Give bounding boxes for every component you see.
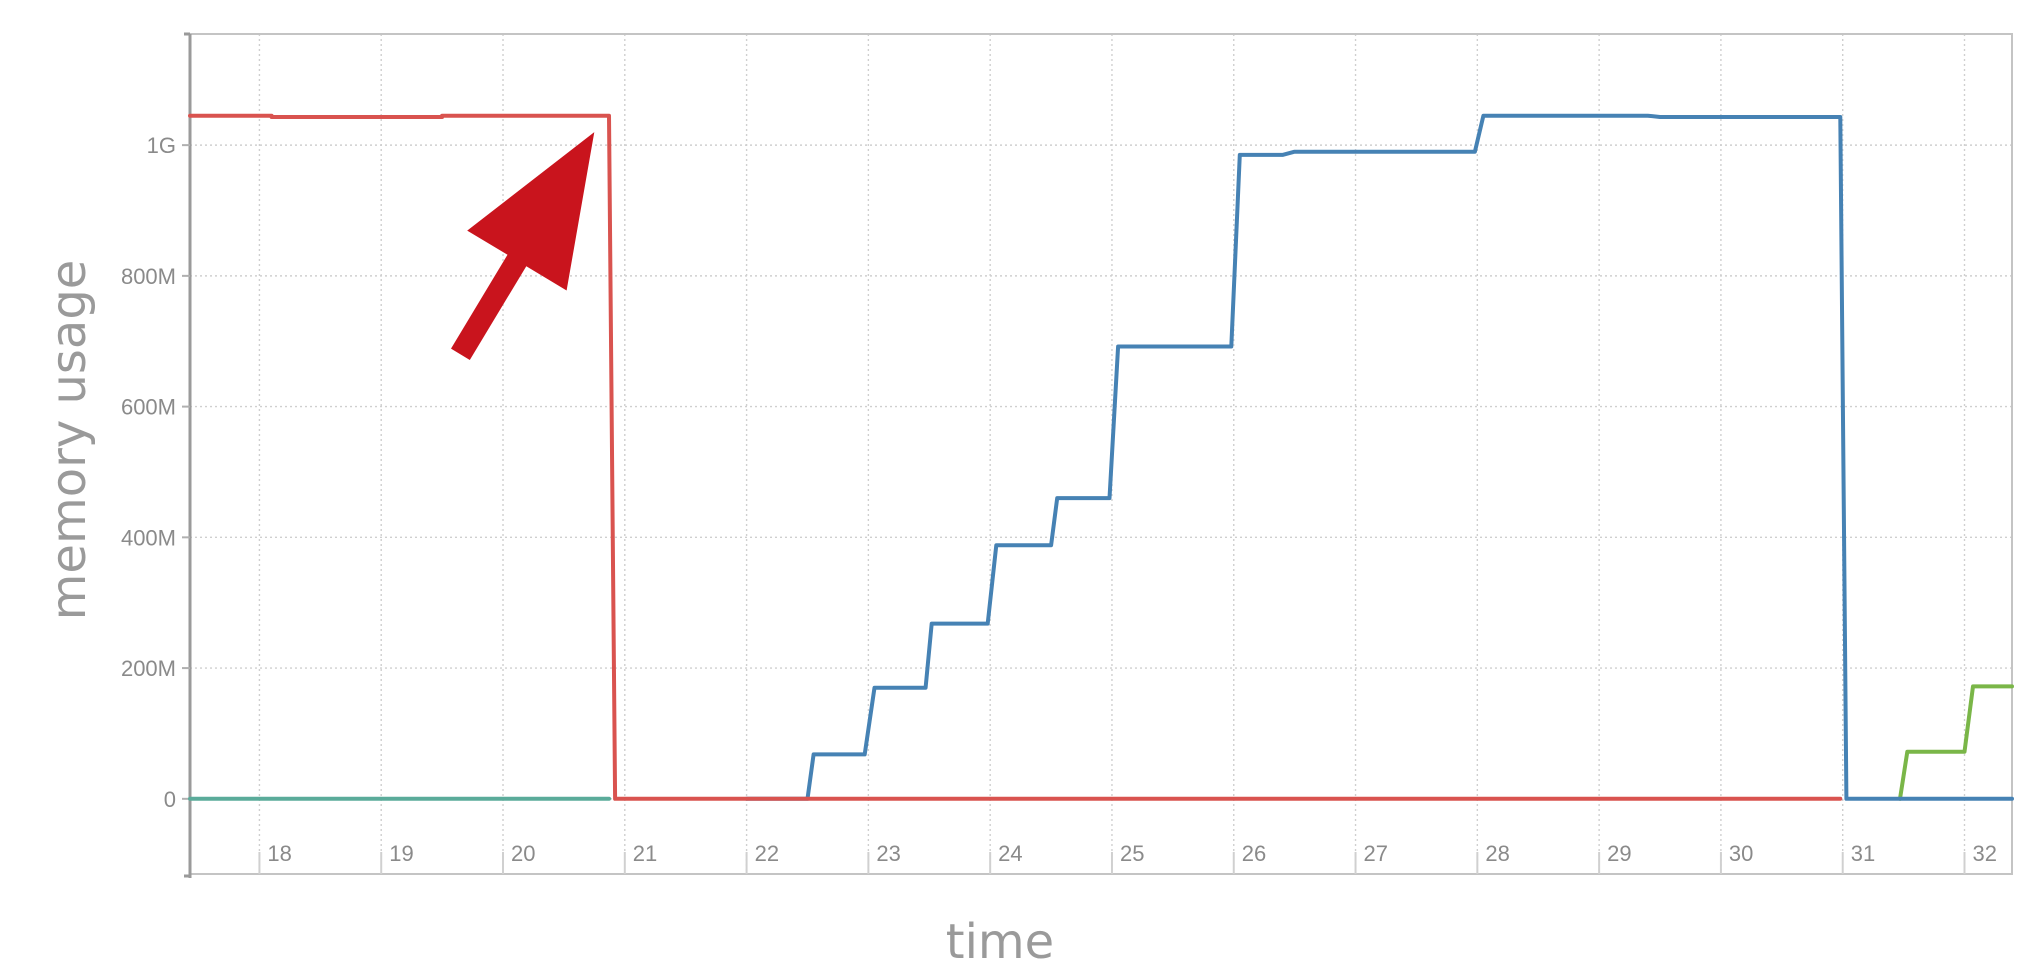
series-line bbox=[1898, 684, 2014, 801]
series-line bbox=[188, 113, 1843, 801]
x-tick-label: 31 bbox=[1851, 841, 1875, 866]
x-tick-label: 18 bbox=[267, 841, 291, 866]
x-tick-label: 20 bbox=[511, 841, 535, 866]
x-tick-label: 29 bbox=[1607, 841, 1631, 866]
x-tick-label: 28 bbox=[1485, 841, 1509, 866]
x-axis-label: time bbox=[946, 914, 1054, 962]
x-tick-label: 25 bbox=[1120, 841, 1144, 866]
x-tick-label: 23 bbox=[876, 841, 900, 866]
x-tick-label: 26 bbox=[1242, 841, 1266, 866]
y-tick-label: 600M bbox=[121, 395, 176, 420]
x-tick-label: 21 bbox=[633, 841, 657, 866]
y-tick-label: 1G bbox=[147, 133, 176, 158]
x-tick-label: 19 bbox=[389, 841, 413, 866]
plot-frame bbox=[182, 32, 2013, 878]
series-layer bbox=[188, 113, 2014, 801]
series-line bbox=[744, 113, 2014, 801]
y-tick-labels: 0 200M 400M 600M 800M 1G bbox=[121, 133, 176, 812]
x-tick-labels: 18 19 20 21 22 23 24 25 26 27 28 29 30 31 32 bbox=[267, 841, 1997, 866]
plot-border bbox=[189, 33, 2013, 875]
x-tick-label: 24 bbox=[998, 841, 1022, 866]
x-tick-label: 32 bbox=[1973, 841, 1997, 866]
y-tick-label: 400M bbox=[121, 525, 176, 550]
annotation-layer bbox=[451, 132, 595, 360]
y-tick-label: 0 bbox=[164, 787, 176, 812]
y-tick-label: 200M bbox=[121, 656, 176, 681]
y-axis-label: memory usage bbox=[41, 260, 97, 621]
x-tick-label: 22 bbox=[755, 841, 779, 866]
annotation-arrow bbox=[451, 132, 595, 360]
x-tick-label: 30 bbox=[1729, 841, 1753, 866]
grid bbox=[190, 34, 2012, 874]
x-tick-label: 27 bbox=[1364, 841, 1388, 866]
y-tick-label: 800M bbox=[121, 264, 176, 289]
